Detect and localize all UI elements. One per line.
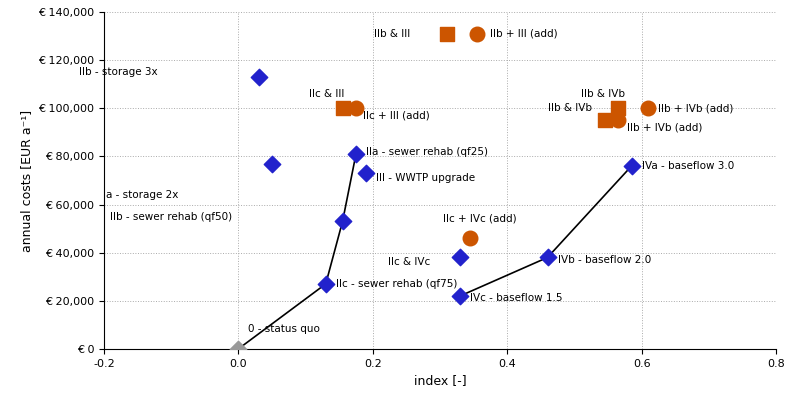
Point — [612, 117, 625, 124]
Y-axis label: annual costs [EUR a⁻¹]: annual costs [EUR a⁻¹] — [19, 109, 33, 251]
Text: IIb & IVb: IIb & IVb — [581, 89, 625, 99]
Point — [440, 30, 453, 37]
Point — [252, 74, 265, 80]
Text: IIc - sewer rehab (qf75): IIc - sewer rehab (qf75) — [336, 279, 458, 289]
Point — [612, 105, 625, 111]
Point — [454, 254, 466, 261]
Text: IIb + III (add): IIb + III (add) — [490, 29, 558, 38]
Text: IIb - storage 3x: IIb - storage 3x — [79, 67, 158, 77]
Text: IVc - baseflow 1.5: IVc - baseflow 1.5 — [470, 294, 562, 303]
Point — [266, 160, 278, 167]
Text: IIc & IVc: IIc & IVc — [388, 257, 430, 267]
Point — [336, 105, 349, 111]
X-axis label: index [-]: index [-] — [414, 374, 466, 387]
Point — [350, 151, 362, 157]
Point — [319, 281, 332, 287]
Text: IIb & III: IIb & III — [374, 29, 410, 38]
Point — [336, 218, 349, 225]
Point — [598, 117, 611, 124]
Text: 0 - status quo: 0 - status quo — [249, 324, 320, 334]
Text: IIc + III (add): IIc + III (add) — [362, 111, 430, 120]
Point — [350, 105, 362, 111]
Text: IIb - sewer rehab (qf50): IIb - sewer rehab (qf50) — [110, 212, 232, 221]
Text: Ia - storage 2x: Ia - storage 2x — [102, 190, 178, 200]
Point — [541, 254, 554, 261]
Text: IIc + IVc (add): IIc + IVc (add) — [443, 214, 517, 224]
Point — [470, 30, 483, 37]
Text: IIb + IVb (add): IIb + IVb (add) — [627, 123, 702, 132]
Point — [232, 346, 245, 352]
Point — [625, 163, 638, 169]
Text: IVa - baseflow 3.0: IVa - baseflow 3.0 — [642, 161, 734, 171]
Point — [360, 170, 373, 176]
Point — [464, 235, 477, 241]
Text: IIb & IVb: IIb & IVb — [547, 103, 591, 113]
Point — [454, 293, 466, 299]
Text: IIa - sewer rehab (qf25): IIa - sewer rehab (qf25) — [366, 147, 488, 156]
Point — [642, 105, 654, 111]
Text: IVb - baseflow 2.0: IVb - baseflow 2.0 — [558, 255, 651, 265]
Text: IIc & III: IIc & III — [309, 89, 344, 99]
Text: IIb + IVb (add): IIb + IVb (add) — [658, 103, 734, 113]
Text: III - WWTP upgrade: III - WWTP upgrade — [376, 173, 475, 183]
